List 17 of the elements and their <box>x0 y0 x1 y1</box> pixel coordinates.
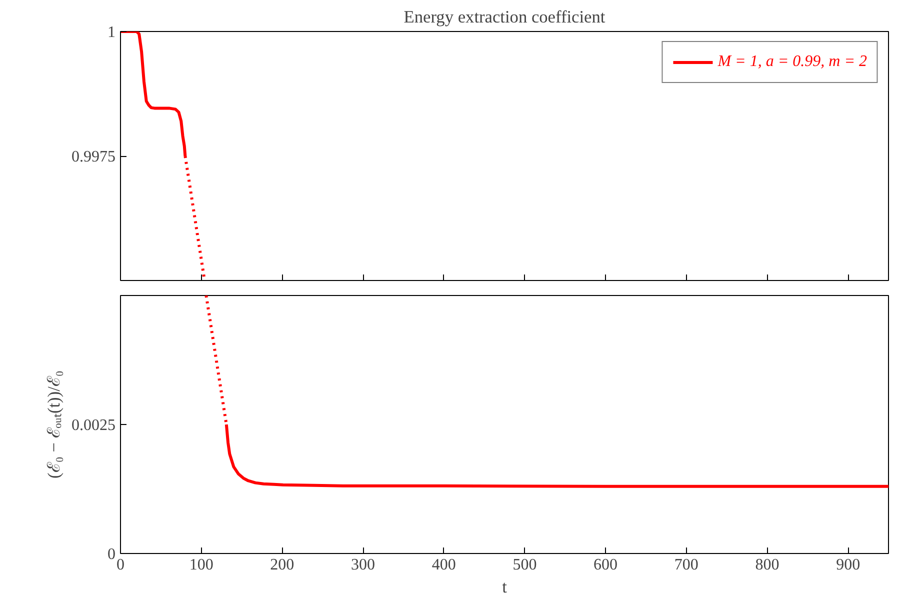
x-tick-label: 600 <box>594 556 618 574</box>
x-tick-label: 700 <box>674 556 698 574</box>
legend-label: M = 1, a = 0.99, m = 2 <box>718 53 867 71</box>
x-tick-label: 100 <box>189 556 214 574</box>
x-tick-label: 400 <box>432 556 456 574</box>
x-tick-label: 900 <box>836 556 860 574</box>
x-tick-label: 300 <box>351 556 376 574</box>
x-tick-label: 200 <box>270 556 294 574</box>
y-axis-title: (ℰ₀ − ℰₒᵤₜ(t))/ℰ₀ <box>44 370 64 478</box>
y-tick-label: 0 <box>108 546 116 563</box>
x-tick-label: 500 <box>512 556 537 574</box>
x-tick-label: 800 <box>755 556 780 574</box>
x-axis-title: t <box>502 578 508 596</box>
y-tick-label: 0.9975 <box>72 148 116 166</box>
y-tick-label: 1 <box>108 24 116 41</box>
chart-title: Energy extraction coefficient <box>404 8 606 26</box>
y-tick-label: 0.0025 <box>72 417 116 434</box>
